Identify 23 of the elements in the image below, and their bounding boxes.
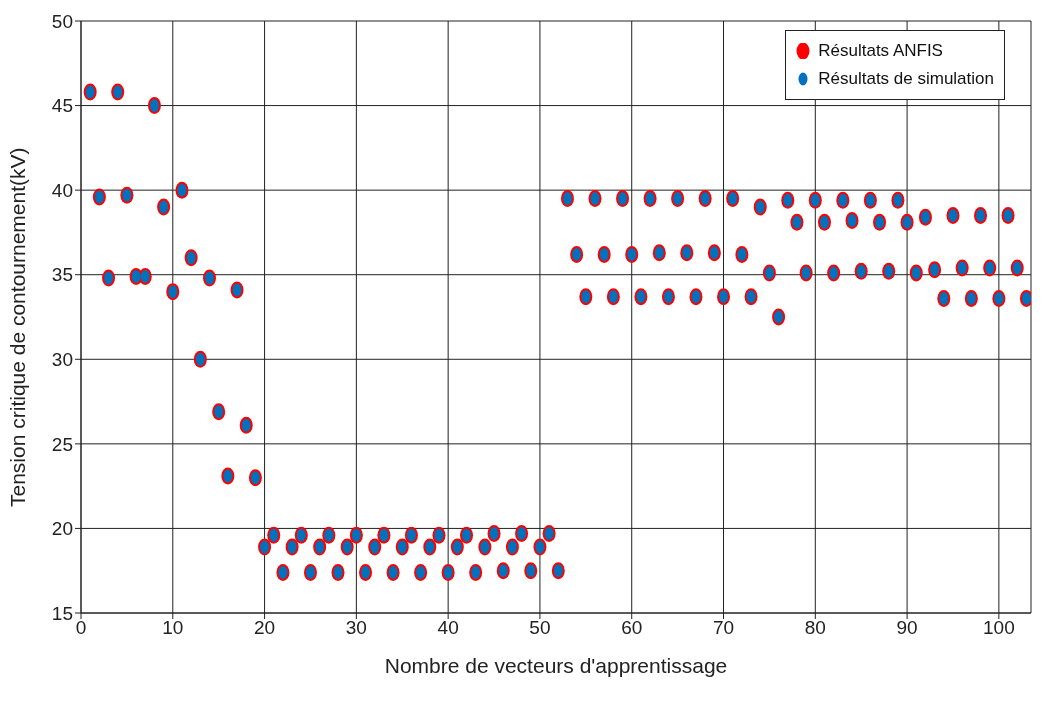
x-tick-label: 60 xyxy=(621,617,643,639)
x-tick-label: 20 xyxy=(254,617,276,639)
y-tick-label: 40 xyxy=(51,179,73,201)
x-tick-label: 100 xyxy=(983,617,1015,639)
y-tick-label: 45 xyxy=(51,95,73,117)
x-tick-label: 30 xyxy=(345,617,367,639)
y-tick-label: 25 xyxy=(51,433,73,455)
y-tick-label: 20 xyxy=(51,518,73,540)
x-tick-label: 0 xyxy=(75,617,87,639)
x-tick-label: 90 xyxy=(896,617,918,639)
x-axis-title: Nombre de vecteurs d'apprentissage xyxy=(384,654,728,677)
x-tick-label: 50 xyxy=(529,617,551,639)
x-tick-label: 80 xyxy=(804,617,826,639)
x-tick-label: 70 xyxy=(712,617,735,639)
y-tick-label: 35 xyxy=(51,264,73,286)
legend-label: Résultats ANFIS xyxy=(818,40,943,62)
y-axis-title: Tension critique de contournement(kV) xyxy=(6,147,30,507)
legend-label: Résultats de simulation xyxy=(818,68,994,90)
y-tick-label: 30 xyxy=(51,349,73,371)
y-tick-label: 15 xyxy=(51,602,73,624)
x-tick-label: 10 xyxy=(162,617,184,639)
y-tick-label: 50 xyxy=(51,10,73,32)
x-tick-label: 40 xyxy=(437,617,459,639)
